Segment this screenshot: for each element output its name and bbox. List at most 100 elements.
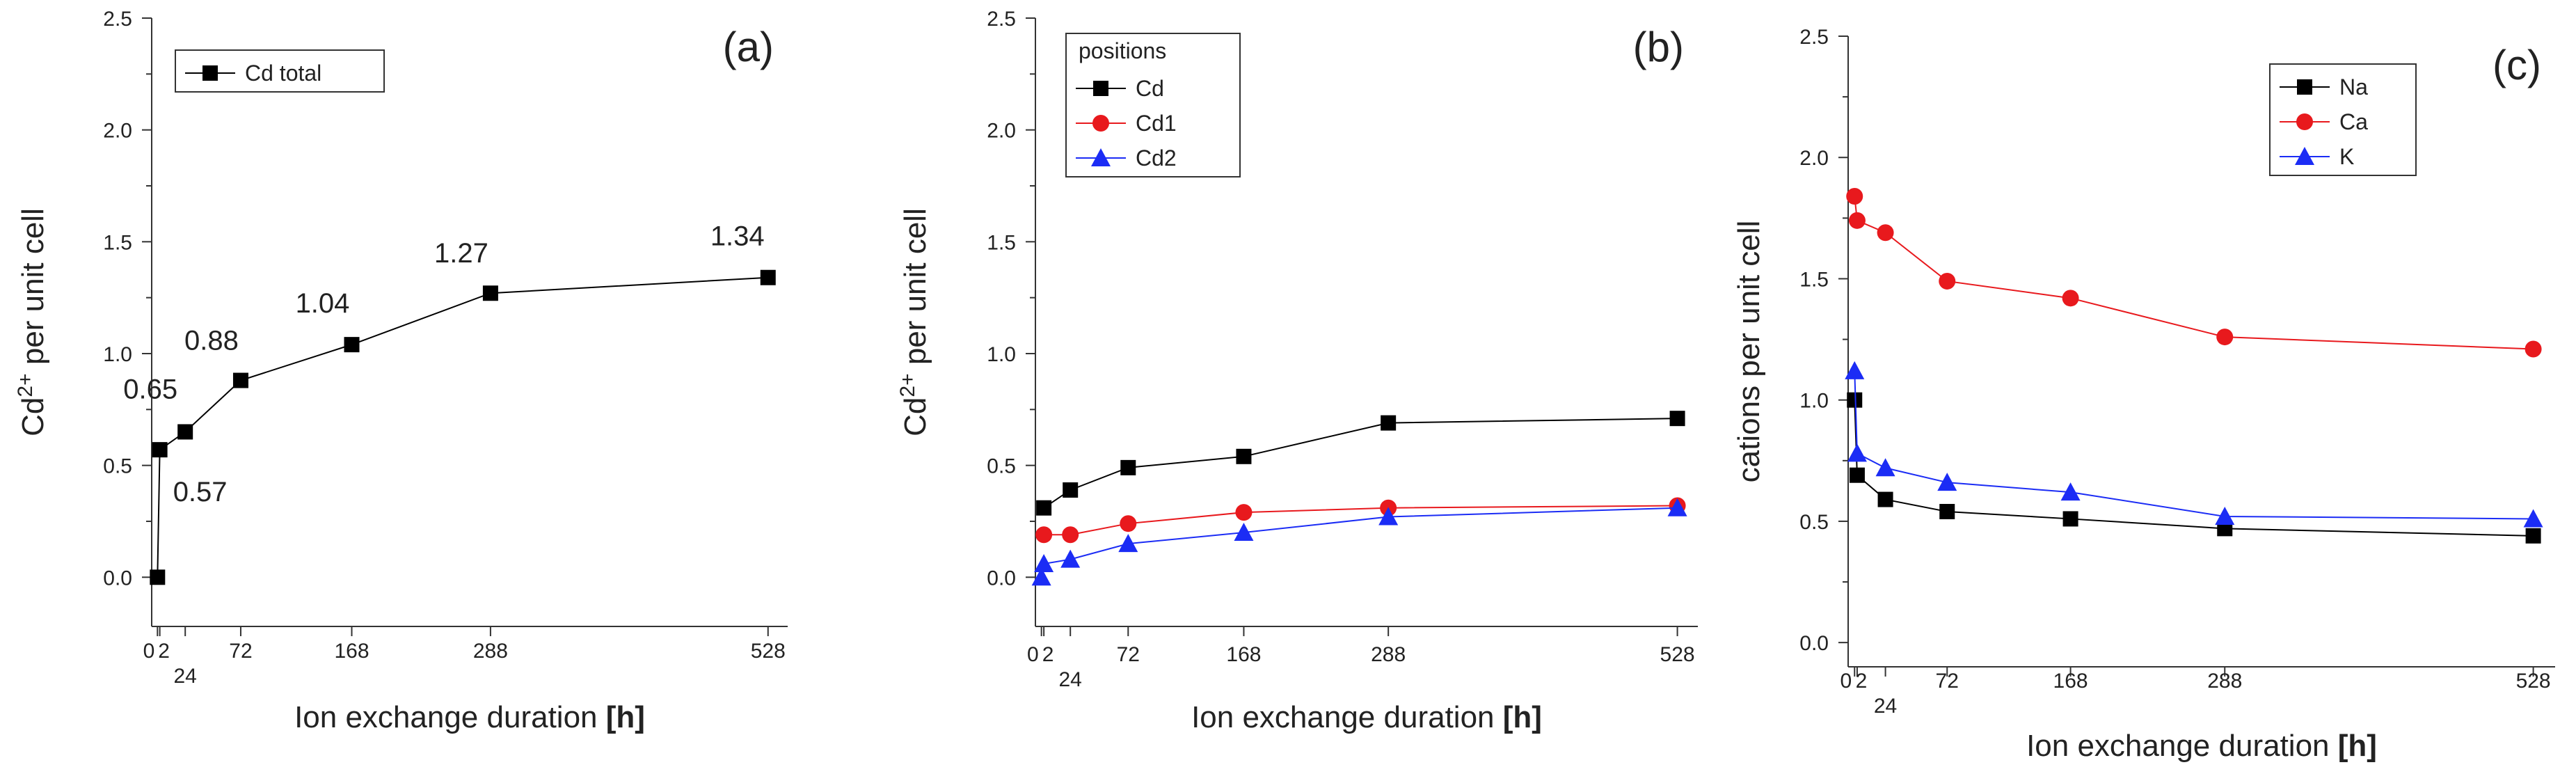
data-point <box>1875 458 1895 477</box>
data-point <box>482 285 498 301</box>
data-point <box>2062 290 2079 307</box>
data-point <box>1848 212 1866 229</box>
x-tick-label: 0 <box>1840 670 1852 693</box>
legend-entry-label: Cd1 <box>1136 111 1177 136</box>
data-point <box>1378 507 1399 526</box>
x-tick-label: 168 <box>2053 670 2088 693</box>
series-line <box>1854 196 2534 350</box>
series-na <box>1847 392 2541 544</box>
data-label: 0.57 <box>173 477 228 507</box>
y-axis-label: cations per unit cell <box>1732 221 1766 483</box>
x-axis-label: Ion exchange duration [h] <box>2026 729 2377 763</box>
data-label: 1.04 <box>296 288 350 319</box>
y-tick-label: 0.0 <box>103 567 132 590</box>
y-tick-label: 1.0 <box>1799 390 1829 413</box>
legend-entry-label: K <box>2339 144 2354 169</box>
data-point <box>1877 224 1894 242</box>
data-point <box>1062 526 1079 544</box>
y-tick-label: 1.0 <box>987 343 1016 366</box>
series-ca <box>1846 187 2542 358</box>
x-tick-label: 0 <box>1027 643 1039 666</box>
data-point <box>1120 459 1136 475</box>
data-point <box>1236 448 1252 464</box>
x-tick-label: 72 <box>229 640 252 663</box>
data-point <box>1034 554 1054 573</box>
y-axis-label-main: Cd <box>16 397 50 436</box>
chart-panel-c: 0.0 0.5 1.0 1.5 2.0 2.5 0 2 24 72 168 288 528 Ion exc… <box>1732 26 2555 763</box>
y-tick-label: 0.5 <box>1799 511 1829 534</box>
legend-swatch-marker <box>2296 113 2313 130</box>
x-tick-label: 168 <box>334 640 369 663</box>
data-point <box>1845 361 1865 379</box>
data-point <box>1939 503 1955 519</box>
x-tick-label: 528 <box>2516 670 2551 693</box>
data-point <box>2062 511 2078 527</box>
legend: Cd total <box>175 49 385 93</box>
y-axis-label: Cd2+ per unit cell <box>14 208 50 436</box>
chart-panel-b: 0.0 0.5 1.0 1.5 2.0 2.5 0 224 72 168 288 528 Ion exc… <box>896 8 1698 734</box>
y-axis-label-rest: per unit cell <box>898 208 932 373</box>
series-cd2 <box>1031 498 1687 586</box>
legend-swatch-marker <box>2297 79 2312 95</box>
y-tick-label: 2.0 <box>1799 147 1829 170</box>
legend-entry-label: Na <box>2339 74 2368 100</box>
series-line <box>157 276 768 578</box>
x-tick-label: 528 <box>1660 643 1695 666</box>
panel-letter: (c) <box>2492 42 2541 88</box>
y-axis-label-main: Cd <box>898 397 932 436</box>
series-line <box>1854 400 2534 537</box>
data-point <box>1118 534 1138 553</box>
data-point <box>2215 506 2235 525</box>
data-point <box>232 372 248 388</box>
x-tick-label: 0 <box>143 640 155 663</box>
y-tick-label: 0.0 <box>1799 632 1829 655</box>
data-point <box>2060 482 2081 501</box>
legend-swatch-marker <box>1092 115 1109 132</box>
data-point <box>1877 491 1893 507</box>
x-tick-label: 168 <box>1226 643 1261 666</box>
data-point <box>1937 473 1957 491</box>
x-tick-label: 24 <box>174 665 197 688</box>
panel-letter: (a) <box>723 24 774 70</box>
x-axis-label-unit: [h] <box>2338 729 2377 763</box>
legend-box <box>1065 33 1241 177</box>
data-point <box>1849 467 1865 483</box>
y-tick-label: 0.5 <box>103 455 132 478</box>
legend-swatch-marker <box>202 65 218 81</box>
x-axis-label: Ion exchange duration [h] <box>294 700 645 734</box>
data-point <box>1846 187 1863 205</box>
data-point <box>1939 272 1956 290</box>
data-point <box>1063 482 1079 498</box>
data-point <box>1235 504 1253 521</box>
series-line <box>1040 507 1678 578</box>
x-tick-label: 72 <box>1936 670 1959 693</box>
legend-entry-label: Ca <box>2339 109 2368 134</box>
data-point <box>150 569 166 585</box>
y-tick-label: 1.5 <box>103 231 132 254</box>
y-axis-label-main: cations per unit cell <box>1732 221 1766 483</box>
data-point <box>1060 549 1081 568</box>
x-tick-label: 288 <box>473 640 508 663</box>
series-line <box>1854 370 2534 520</box>
data-label: 0.65 <box>123 374 177 404</box>
legend: positions Cd Cd1 Cd2 <box>1065 33 1241 177</box>
y-tick-label: 1.5 <box>987 231 1016 254</box>
legend-swatch-marker <box>1093 81 1108 96</box>
y-tick-label: 2.0 <box>987 120 1016 143</box>
y-axis-label: Cd2+ per unit cell <box>896 208 932 436</box>
x-tick-label: 288 <box>2207 670 2242 693</box>
y-tick-label: 2.5 <box>987 8 1016 31</box>
data-point <box>760 269 776 285</box>
y-tick-label: 2.5 <box>1799 26 1829 49</box>
y-tick-label: 1.5 <box>1799 268 1829 291</box>
data-point <box>152 442 168 458</box>
x-tick-label: 72 <box>1117 643 1140 666</box>
series-cd-total <box>150 269 776 585</box>
legend-entry-label: Cd <box>1136 76 1164 101</box>
y-tick-label: 1.0 <box>103 343 132 366</box>
data-point <box>2525 528 2541 544</box>
series-cd <box>1036 411 1685 516</box>
x-tick-label: 24 <box>1059 668 1082 691</box>
